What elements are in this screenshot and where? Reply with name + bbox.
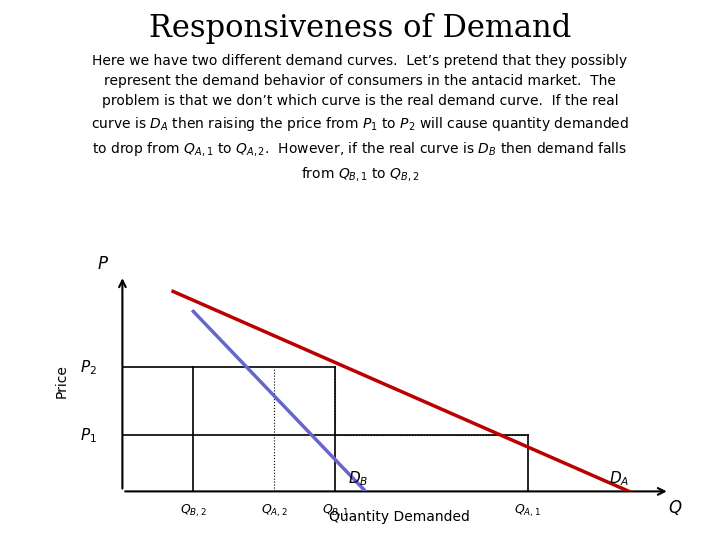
- Text: $D_A$: $D_A$: [609, 469, 629, 488]
- Text: Q: Q: [668, 500, 681, 517]
- Text: Responsiveness of Demand: Responsiveness of Demand: [149, 14, 571, 44]
- Text: $Q_{B,2}$: $Q_{B,2}$: [180, 502, 207, 519]
- Text: Quantity Demanded: Quantity Demanded: [329, 510, 470, 524]
- Text: $P_2$: $P_2$: [80, 358, 97, 377]
- Text: P: P: [97, 255, 107, 273]
- Text: $P_1$: $P_1$: [80, 426, 97, 445]
- Text: $Q_{A,2}$: $Q_{A,2}$: [261, 502, 288, 519]
- Text: $Q_{B,1}$: $Q_{B,1}$: [322, 502, 348, 519]
- Text: $D_B$: $D_B$: [348, 469, 368, 488]
- Text: $Q_{A,1}$: $Q_{A,1}$: [514, 502, 541, 519]
- Text: Price: Price: [54, 364, 68, 397]
- Text: Here we have two different demand curves.  Let’s pretend that they possibly
repr: Here we have two different demand curves…: [91, 54, 629, 183]
